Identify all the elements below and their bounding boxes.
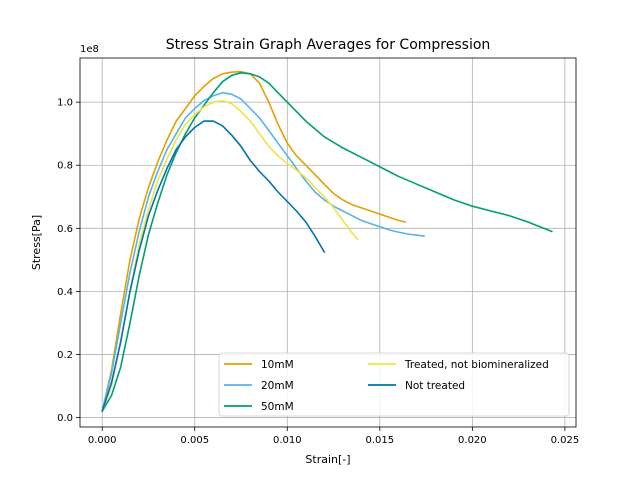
y-tick-label: 0.2 bbox=[57, 350, 73, 361]
legend-label-4: Not treated bbox=[405, 380, 465, 392]
legend-label-2: 50mM bbox=[261, 401, 294, 413]
series-line-4 bbox=[101, 120, 326, 413]
y-tick-label: 0.8 bbox=[57, 161, 73, 172]
series-line-2 bbox=[101, 72, 553, 413]
legend-label-3: Treated, not biomineralized bbox=[404, 359, 549, 371]
x-tick-label: 0.020 bbox=[458, 435, 487, 446]
chart-title: Stress Strain Graph Averages for Compres… bbox=[166, 37, 491, 53]
series-line-3 bbox=[101, 99, 359, 413]
y-tick-label: 0.6 bbox=[57, 224, 73, 235]
y-tick-label: 1.0 bbox=[57, 98, 73, 109]
ticks: 0.000 0.005 0.010 0.015 0.020 0.025 0.0 0.2 0.4 0… bbox=[57, 98, 579, 446]
plot-frame bbox=[79, 57, 577, 428]
y-tick-label: 0.4 bbox=[57, 287, 73, 298]
y-axis-offset-text: 1e8 bbox=[80, 44, 99, 55]
x-axis-label: Strain[-] bbox=[305, 453, 350, 466]
legend: 10mM 20mM 50mM Treated, not biomineralized N… bbox=[218, 352, 570, 417]
x-tick-label: 0.015 bbox=[366, 435, 395, 446]
series-lines bbox=[101, 70, 553, 413]
grid bbox=[80, 58, 576, 427]
x-tick-label: 0.010 bbox=[273, 435, 302, 446]
series-line-0 bbox=[101, 70, 407, 413]
legend-label-0: 10mM bbox=[261, 359, 294, 371]
series-line-1 bbox=[101, 91, 426, 413]
x-tick-label: 0.000 bbox=[88, 435, 117, 446]
legend-label-1: 20mM bbox=[261, 380, 294, 392]
y-axis-label: Stress[Pa] bbox=[30, 215, 43, 270]
y-tick-label: 0.0 bbox=[57, 413, 73, 424]
x-tick-label: 0.005 bbox=[180, 435, 209, 446]
x-tick-label: 0.025 bbox=[551, 435, 580, 446]
